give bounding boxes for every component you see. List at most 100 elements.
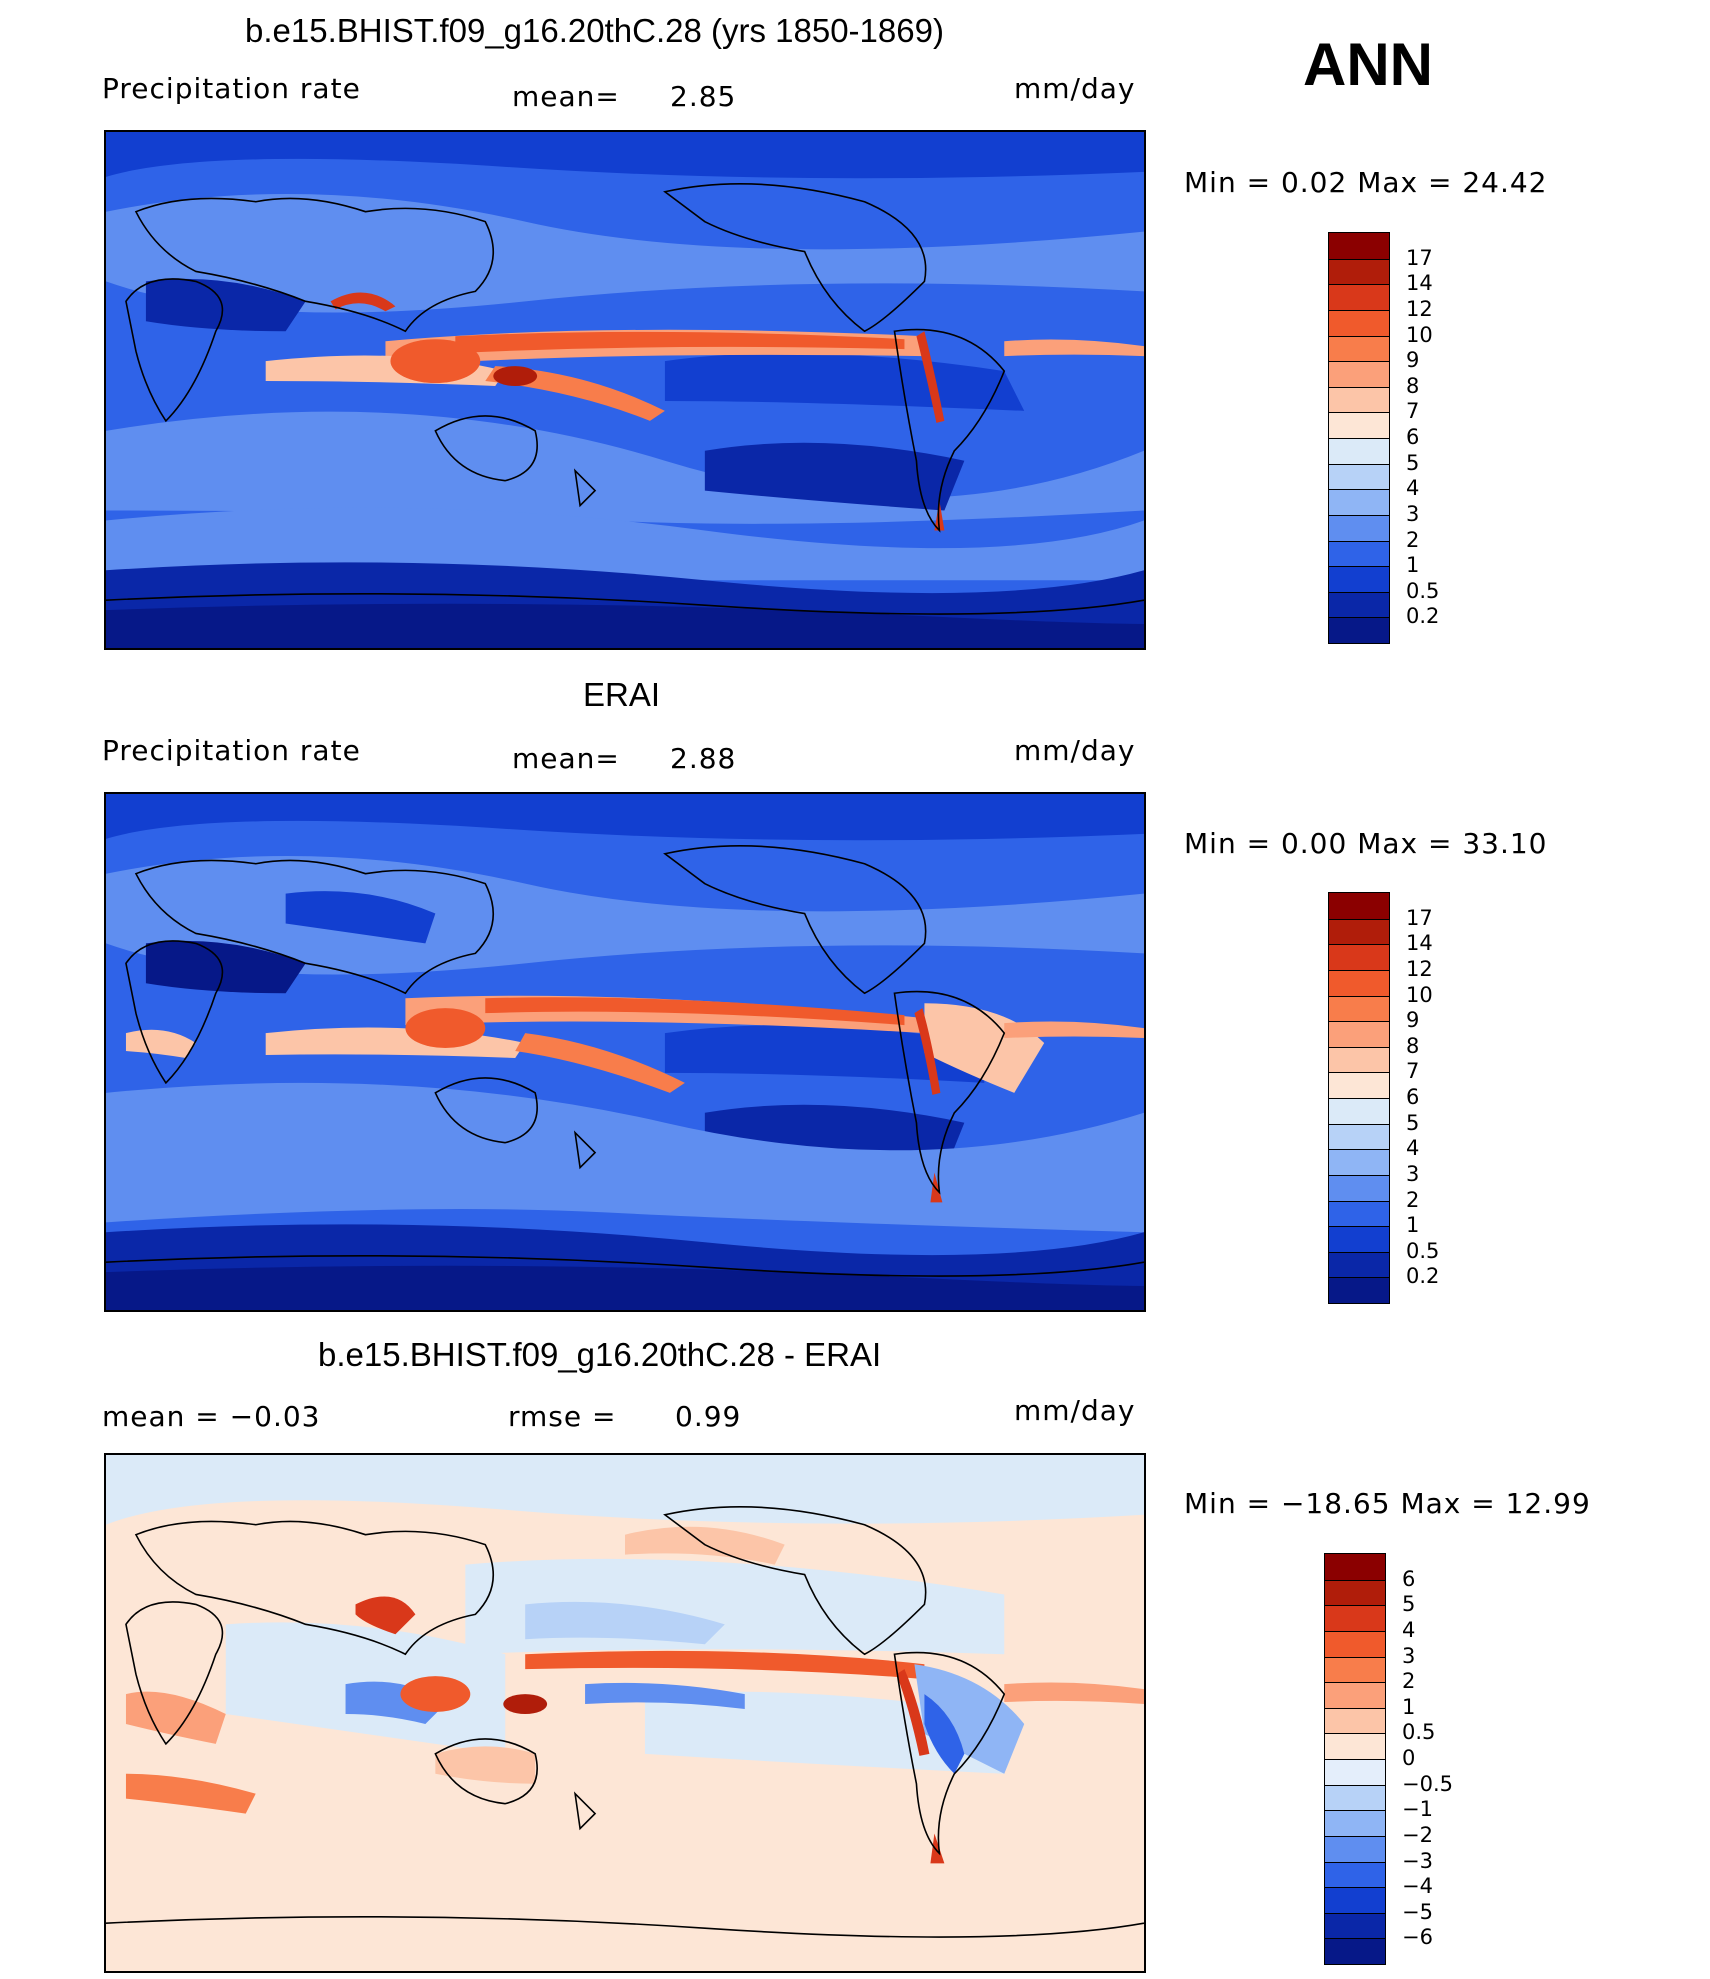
colorbar-tick-label: 8 <box>1406 1033 1420 1058</box>
colorbar-swatch <box>1329 309 1389 336</box>
colorbar-swatch <box>1329 1072 1389 1098</box>
colorbar-swatch <box>1325 1759 1385 1785</box>
colorbar-swatch <box>1329 233 1389 259</box>
panel-2-minmax: Min = 0.00 Max = 33.10 <box>1184 827 1548 860</box>
colorbar-swatch <box>1329 412 1389 438</box>
colorbar-tick-label: −5 <box>1402 1899 1433 1924</box>
panel-3-title: b.e15.BHIST.f09_g16.20thC.28 - ERAI <box>318 1336 882 1373</box>
colorbar-tick-label: 14 <box>1406 271 1433 296</box>
panel-2-map <box>104 792 1146 1312</box>
colorbar-tick-label: 7 <box>1406 399 1420 424</box>
colorbar-swatch <box>1329 918 1389 945</box>
colorbar-tick-label: 4 <box>1406 1136 1420 1161</box>
colorbar-swatch <box>1329 617 1389 643</box>
colorbar-tick-label: −4 <box>1402 1874 1433 1899</box>
panel-1-mean-label: mean= <box>512 80 620 113</box>
colorbar-tick-label: 1 <box>1402 1694 1416 1719</box>
colorbar-swatch <box>1325 1554 1385 1580</box>
colorbar-swatch <box>1329 1226 1389 1252</box>
colorbar-tick-label: 8 <box>1406 373 1420 398</box>
panel-1-mean-value: 2.85 <box>670 80 737 113</box>
panel-1-variable-label: Precipitation rate <box>102 72 361 105</box>
colorbar-tick-label: 14 <box>1406 931 1433 956</box>
colorbar-swatch <box>1325 1605 1385 1631</box>
season-label: ANN <box>1303 31 1433 98</box>
colorbar-tick-label: −3 <box>1402 1848 1433 1873</box>
colorbar-tick-label: 2 <box>1406 1187 1420 1212</box>
panel-2-title: ERAI <box>583 676 661 713</box>
colorbar-swatch <box>1329 1046 1389 1073</box>
colorbar-swatch <box>1329 944 1389 970</box>
colorbar-tick-label: 6 <box>1402 1566 1416 1591</box>
panel-2-variable-label: Precipitation rate <box>102 734 361 767</box>
colorbar-swatch <box>1329 386 1389 413</box>
colorbar-swatch <box>1329 995 1389 1022</box>
colorbar-tick-label: 5 <box>1406 450 1420 475</box>
colorbar-tick-label: 0.2 <box>1406 1264 1440 1289</box>
colorbar-tick-label: 3 <box>1406 1161 1420 1186</box>
colorbar-swatch <box>1329 591 1389 618</box>
colorbar-tick-label: 6 <box>1406 425 1420 449</box>
colorbar-tick-label: 10 <box>1406 322 1433 347</box>
colorbar-swatch <box>1329 335 1389 362</box>
colorbar-tick-label: 12 <box>1406 956 1433 981</box>
colorbar-swatch <box>1325 1733 1385 1759</box>
colorbar-swatch <box>1325 1912 1385 1939</box>
colorbar-swatch <box>1325 1579 1385 1606</box>
colorbar-swatch <box>1329 1251 1389 1278</box>
panel-3-map <box>104 1453 1146 1973</box>
colorbar-tick-label: 1 <box>1406 1213 1420 1238</box>
colorbar-swatch <box>1329 1021 1389 1047</box>
colorbar-swatch <box>1325 1630 1385 1657</box>
colorbar-swatch <box>1325 1707 1385 1734</box>
colorbar-swatch <box>1329 1098 1389 1124</box>
colorbar-swatch <box>1329 489 1389 515</box>
panel-2-mean-label: mean= <box>512 742 620 775</box>
colorbar-tick-label: 1 <box>1406 553 1420 578</box>
colorbar-swatch <box>1329 258 1389 285</box>
colorbar-tick-label: 2 <box>1402 1669 1416 1694</box>
colorbar-swatch <box>1329 438 1389 464</box>
panel-1-units: mm/day <box>1014 72 1136 105</box>
panel-3-rmse-label: rmse = <box>508 1400 617 1433</box>
colorbar-swatch <box>1329 969 1389 996</box>
panel-3-colorbar <box>1324 1553 1386 1965</box>
colorbar-swatch <box>1329 361 1389 387</box>
colorbar-tick-label: 9 <box>1406 348 1420 373</box>
panel-2-mean-value: 2.88 <box>670 742 737 775</box>
colorbar-tick-label: 0.5 <box>1406 1238 1440 1263</box>
colorbar-swatch <box>1325 1938 1385 1964</box>
colorbar-swatch <box>1329 893 1389 919</box>
colorbar-tick-label: 17 <box>1406 245 1433 270</box>
colorbar-tick-label: 0.5 <box>1402 1720 1436 1745</box>
panel-2-units: mm/day <box>1014 734 1136 767</box>
colorbar-tick-label: 7 <box>1406 1059 1420 1084</box>
panel-2-precip-field <box>106 794 1144 1310</box>
colorbar-tick-label: 17 <box>1406 905 1433 930</box>
panel-3-mean-text: mean = −0.03 <box>102 1400 321 1433</box>
panel-3-minmax: Min = −18.65 Max = 12.99 <box>1184 1487 1591 1520</box>
colorbar-swatch <box>1329 1277 1389 1303</box>
colorbar-swatch <box>1325 1887 1385 1913</box>
colorbar-swatch <box>1329 514 1389 541</box>
colorbar-swatch <box>1329 463 1389 490</box>
colorbar-tick-label: −2 <box>1402 1822 1433 1847</box>
colorbar-tick-label: 6 <box>1406 1085 1420 1109</box>
colorbar-swatch <box>1325 1810 1385 1836</box>
panel-3-difference-field <box>106 1455 1144 1971</box>
panel-1-minmax: Min = 0.02 Max = 24.42 <box>1184 166 1548 199</box>
panel-3-rmse-value: 0.99 <box>675 1400 742 1433</box>
colorbar-swatch <box>1329 284 1389 310</box>
panel-1-precip-field <box>106 132 1144 648</box>
colorbar-tick-label: 0 <box>1402 1746 1416 1770</box>
colorbar-swatch <box>1325 1835 1385 1862</box>
colorbar-swatch <box>1325 1656 1385 1683</box>
colorbar-swatch <box>1329 1200 1389 1227</box>
panel-1-colorbar <box>1328 232 1390 644</box>
colorbar-swatch <box>1325 1784 1385 1811</box>
colorbar-tick-label: −1 <box>1402 1797 1433 1822</box>
colorbar-tick-label: 4 <box>1406 476 1420 501</box>
colorbar-swatch <box>1329 1149 1389 1175</box>
colorbar-swatch <box>1329 566 1389 592</box>
colorbar-tick-label: 0.5 <box>1406 578 1440 603</box>
